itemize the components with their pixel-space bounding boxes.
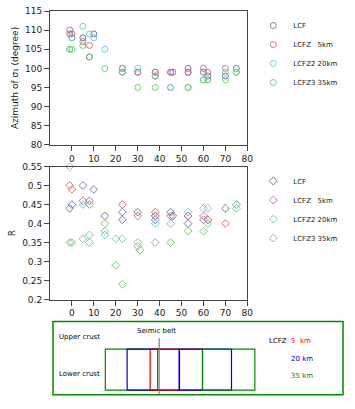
svg-text:Seimic belt: Seimic belt bbox=[137, 327, 176, 335]
svg-text:10: 10 bbox=[88, 308, 100, 318]
svg-text:35 km: 35 km bbox=[291, 372, 313, 380]
svg-text:40: 40 bbox=[154, 154, 166, 164]
svg-text:100: 100 bbox=[25, 64, 42, 74]
svg-text:40: 40 bbox=[154, 308, 166, 318]
svg-text:115: 115 bbox=[25, 6, 42, 16]
svg-text:LCFZ2 20km: LCFZ2 20km bbox=[293, 60, 337, 68]
svg-text:Lower crust: Lower crust bbox=[59, 370, 100, 378]
svg-text:60: 60 bbox=[198, 154, 210, 164]
svg-text:80: 80 bbox=[242, 308, 254, 318]
svg-text:20: 20 bbox=[110, 154, 122, 164]
svg-text:Upper crust: Upper crust bbox=[59, 333, 100, 341]
svg-text:20 km: 20 km bbox=[291, 355, 313, 363]
svg-text:0.55: 0.55 bbox=[22, 162, 42, 172]
svg-text:LCFZ2 20km: LCFZ2 20km bbox=[293, 216, 337, 224]
svg-text:0.5: 0.5 bbox=[28, 181, 42, 191]
svg-text:LCFZ 5km: LCFZ 5km bbox=[293, 197, 333, 205]
svg-text:10: 10 bbox=[88, 154, 100, 164]
svg-text:LCFZ 5km: LCFZ 5km bbox=[293, 41, 333, 49]
svg-text:110: 110 bbox=[25, 25, 42, 35]
svg-text:0: 0 bbox=[69, 308, 75, 318]
svg-text:20: 20 bbox=[110, 308, 122, 318]
svg-text:0.25: 0.25 bbox=[22, 276, 42, 286]
svg-text:70: 70 bbox=[220, 308, 232, 318]
svg-text:70: 70 bbox=[220, 154, 232, 164]
svg-text:LCF: LCF bbox=[293, 178, 306, 186]
svg-text:0: 0 bbox=[69, 154, 75, 164]
svg-text:85: 85 bbox=[31, 121, 42, 131]
svg-text:90: 90 bbox=[31, 102, 43, 112]
svg-text:Azimuth of σ₁ (degree): Azimuth of σ₁ (degree) bbox=[10, 27, 20, 129]
svg-text:LCFZ3 35km: LCFZ3 35km bbox=[293, 79, 337, 87]
svg-text:95: 95 bbox=[31, 83, 42, 93]
svg-text:105: 105 bbox=[25, 44, 42, 54]
svg-text:30: 30 bbox=[132, 308, 144, 318]
svg-text:30: 30 bbox=[132, 154, 144, 164]
svg-text:60: 60 bbox=[198, 308, 210, 318]
svg-text:0.4: 0.4 bbox=[28, 219, 43, 229]
svg-text:LCFZ3 35km: LCFZ3 35km bbox=[293, 235, 337, 243]
svg-text:5 km: 5 km bbox=[291, 337, 311, 345]
svg-text:0.35: 0.35 bbox=[22, 238, 42, 248]
svg-text:0.2: 0.2 bbox=[28, 295, 42, 305]
svg-text:LCFZ: LCFZ bbox=[269, 337, 287, 345]
svg-text:50: 50 bbox=[176, 154, 188, 164]
svg-text:LCF: LCF bbox=[293, 22, 306, 30]
svg-text:R: R bbox=[8, 230, 18, 236]
svg-text:80: 80 bbox=[242, 154, 254, 164]
svg-text:0.3: 0.3 bbox=[28, 257, 42, 267]
svg-text:50: 50 bbox=[176, 308, 188, 318]
svg-text:0.45: 0.45 bbox=[22, 200, 42, 210]
svg-text:80: 80 bbox=[31, 140, 43, 150]
